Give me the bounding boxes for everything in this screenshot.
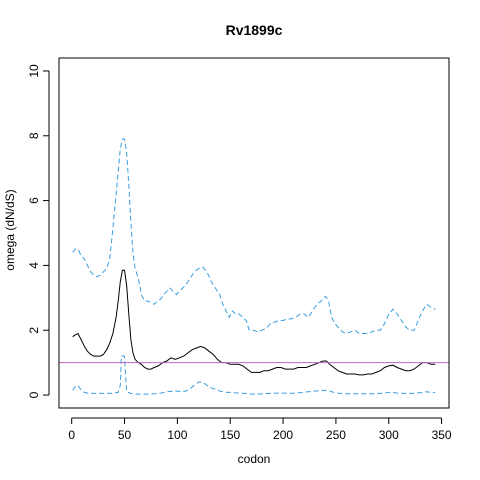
y-tick-label: 8 bbox=[27, 132, 41, 139]
y-tick-label: 4 bbox=[27, 262, 41, 269]
x-axis: 0 50 100 150 200 250 300 350 bbox=[68, 417, 452, 442]
plot-area-frame bbox=[58, 57, 450, 409]
y-tick-label: 2 bbox=[27, 327, 41, 334]
x-tick-label: 100 bbox=[167, 428, 187, 442]
x-tick-label: 50 bbox=[118, 428, 132, 442]
y-tick-label: 6 bbox=[27, 197, 41, 204]
x-tick-label: 0 bbox=[68, 428, 75, 442]
x-axis-label: codon bbox=[238, 452, 271, 466]
upper-bound-line bbox=[72, 138, 436, 335]
x-tick-label: 250 bbox=[326, 428, 346, 442]
plot-lines bbox=[72, 138, 436, 395]
x-tick-label: 200 bbox=[273, 428, 293, 442]
y-axis-label: omega (dN/dS) bbox=[3, 189, 17, 270]
chart-title: Rv1899c bbox=[226, 22, 283, 38]
omega-estimate-line bbox=[72, 269, 436, 376]
y-tick-label: 0 bbox=[27, 391, 41, 398]
x-tick-label: 350 bbox=[432, 428, 452, 442]
lower-bound-line bbox=[72, 355, 436, 395]
y-axis: 0 2 4 6 8 10 bbox=[27, 64, 50, 398]
y-tick-label: 10 bbox=[27, 64, 41, 78]
x-tick-label: 150 bbox=[220, 428, 240, 442]
x-tick-label: 300 bbox=[379, 428, 399, 442]
